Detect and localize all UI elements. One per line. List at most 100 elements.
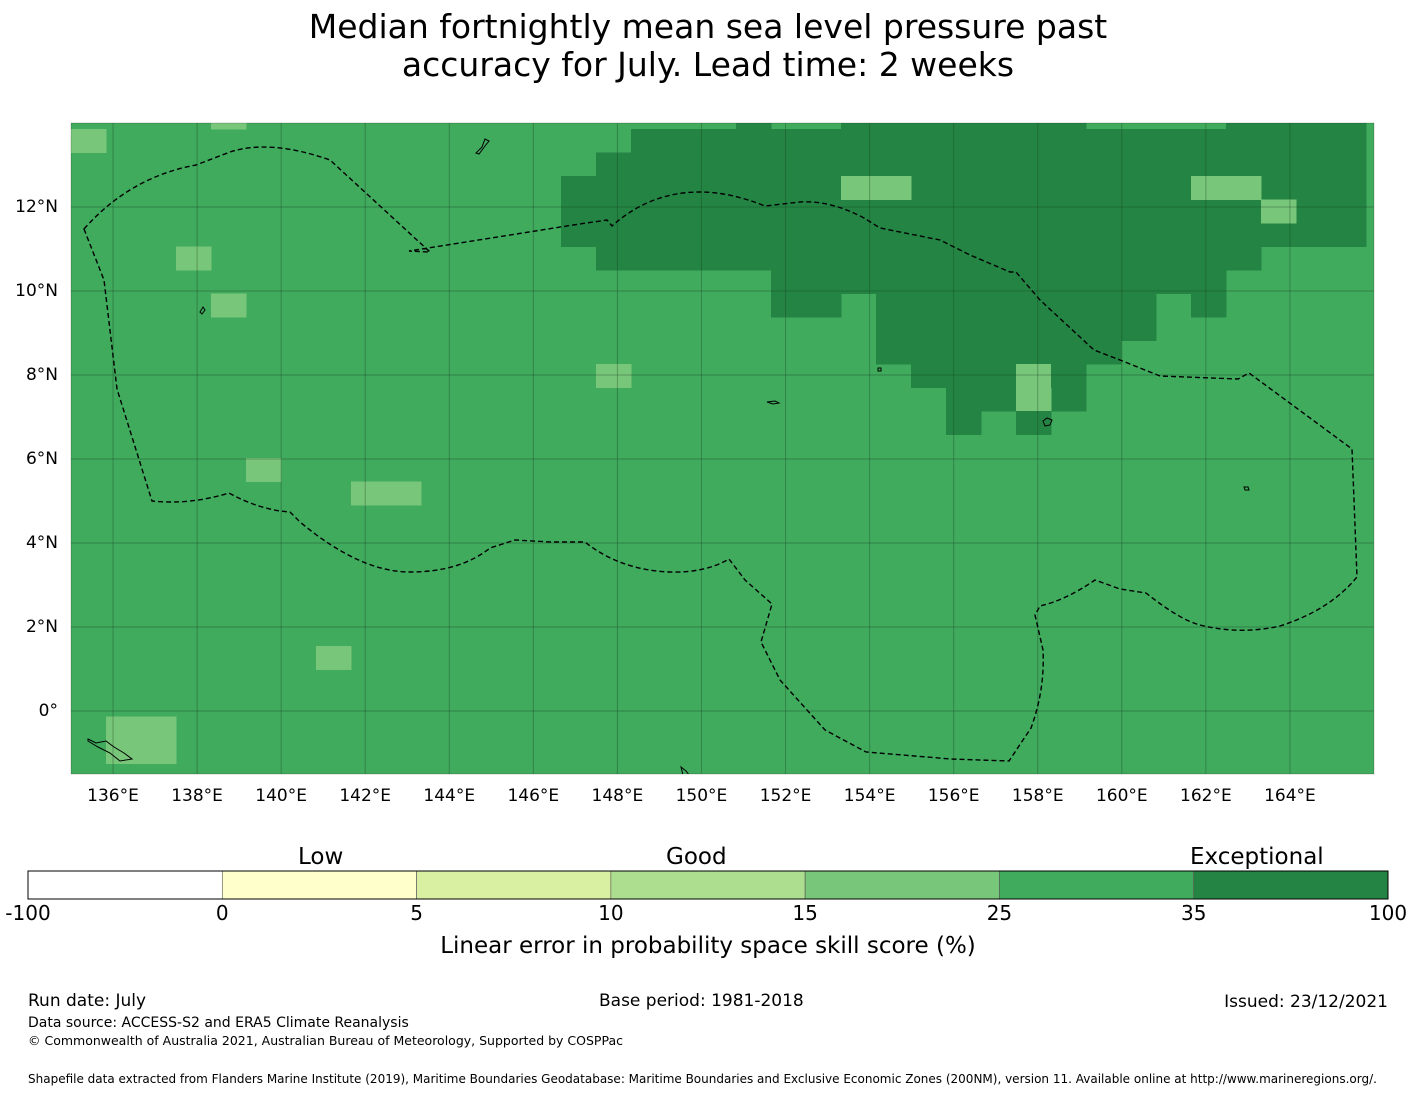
skill-cell <box>771 223 807 247</box>
skill-cell <box>876 340 912 365</box>
skill-cell <box>841 199 877 224</box>
skill-cell <box>981 129 1017 153</box>
skill-cell <box>666 176 702 200</box>
skill-cell <box>1226 152 1262 177</box>
skill-cell <box>1226 246 1262 271</box>
skill-cell <box>1086 340 1122 365</box>
skill-cell <box>876 317 912 341</box>
colorbar-tick-label: 35 <box>1180 901 1207 925</box>
latitude-tick-label: 12°N <box>15 197 58 217</box>
longitude-tick-label: 144°E <box>423 786 476 806</box>
skill-cell <box>771 129 807 153</box>
copyright: © Commonwealth of Australia 2021, Austra… <box>28 1033 623 1048</box>
skill-cell <box>1156 176 1192 200</box>
longitude-tick-label: 158°E <box>1011 786 1064 806</box>
skill-cell <box>1121 129 1157 153</box>
skill-cell <box>736 246 772 271</box>
skill-cell <box>1331 129 1367 153</box>
skill-cell <box>1016 411 1052 435</box>
skill-cell <box>876 129 912 153</box>
longitude-tick-label: 140°E <box>255 786 307 806</box>
colorbar-tick-label: -100 <box>5 901 51 925</box>
colorbar-segment <box>804 870 1000 900</box>
skill-cell <box>911 317 947 341</box>
skill-cell <box>1051 123 1087 130</box>
skill-cell <box>771 152 807 177</box>
skill-cell <box>1296 199 1332 224</box>
colorbar-segment <box>999 870 1195 900</box>
skill-cell <box>1086 246 1122 271</box>
skill-cell <box>1121 176 1157 200</box>
latitude-tick-label: 4°N <box>25 533 58 553</box>
skill-cell <box>1051 246 1087 271</box>
longitude-tick-label: 136°E <box>87 786 139 806</box>
colorbar-tick-label: 0 <box>215 901 229 925</box>
skill-cell <box>1226 199 1262 224</box>
skill-cell <box>736 152 772 177</box>
skill-cell <box>1121 223 1157 247</box>
skill-cell <box>946 293 982 318</box>
skill-cell <box>386 481 422 506</box>
skill-cell <box>876 246 912 271</box>
skill-cell <box>876 223 912 247</box>
eez-boundary <box>83 146 1358 762</box>
skill-cell <box>1086 293 1122 318</box>
skill-cell <box>1331 123 1367 130</box>
colorbar-segment <box>27 870 223 900</box>
latitude-tick-label: 0° <box>38 701 58 721</box>
skill-cell <box>701 246 737 271</box>
skill-cell <box>876 176 912 200</box>
skill-cell <box>841 129 877 153</box>
colorbar-segment <box>610 870 806 900</box>
skill-cell <box>1226 223 1262 247</box>
skill-cell <box>631 152 667 177</box>
skill-cell <box>561 199 597 224</box>
skill-cell <box>561 223 597 247</box>
skill-cell <box>981 364 1017 388</box>
skill-cell <box>876 293 912 318</box>
colorbar-segment <box>221 870 417 900</box>
longitude-tick-label: 154°E <box>843 786 896 806</box>
skill-cell <box>911 129 947 153</box>
skill-cell <box>841 152 877 177</box>
colorbar-tick-label: 10 <box>598 901 624 925</box>
skill-cell <box>1051 152 1087 177</box>
skill-cell <box>806 246 842 271</box>
skill-cell <box>946 199 982 224</box>
skill-cell <box>666 152 702 177</box>
colorbar-tick-label: 100 <box>1368 901 1408 925</box>
skill-cell <box>981 152 1017 177</box>
skill-cell <box>1156 199 1192 224</box>
skill-cell <box>596 152 632 177</box>
skill-cell <box>211 293 247 318</box>
skill-cell <box>561 176 597 200</box>
skill-cell <box>1226 176 1262 200</box>
skill-cell <box>806 129 842 153</box>
skill-cell <box>1016 270 1052 294</box>
skill-cell <box>1121 293 1157 318</box>
data-source: Data source: ACCESS-S2 and ERA5 Climate … <box>28 1015 409 1031</box>
skill-cell <box>946 223 982 247</box>
skill-cell <box>701 129 737 153</box>
skill-cell <box>1331 223 1367 247</box>
skill-cell <box>1296 123 1332 130</box>
skill-cell <box>1296 152 1332 177</box>
colorbar-tick-label: 25 <box>986 901 1013 925</box>
skill-cell <box>176 246 212 271</box>
skill-cell <box>1016 387 1052 412</box>
longitude-tick-label: 142°E <box>339 786 392 806</box>
skill-cell <box>1051 223 1087 247</box>
shapefile-credit: Shapefile data extracted from Flanders M… <box>28 1072 1377 1086</box>
skill-cell <box>596 199 632 224</box>
skill-cell <box>1086 317 1122 341</box>
skill-cell <box>1191 270 1227 294</box>
skill-cell <box>806 293 842 318</box>
skill-cell <box>806 176 842 200</box>
skill-cell <box>806 270 842 294</box>
skill-cell <box>1016 199 1052 224</box>
skill-cell <box>1191 293 1227 318</box>
skill-cell <box>1261 223 1297 247</box>
skill-cell <box>701 223 737 247</box>
skill-cell <box>981 246 1017 271</box>
skill-cell <box>736 176 772 200</box>
